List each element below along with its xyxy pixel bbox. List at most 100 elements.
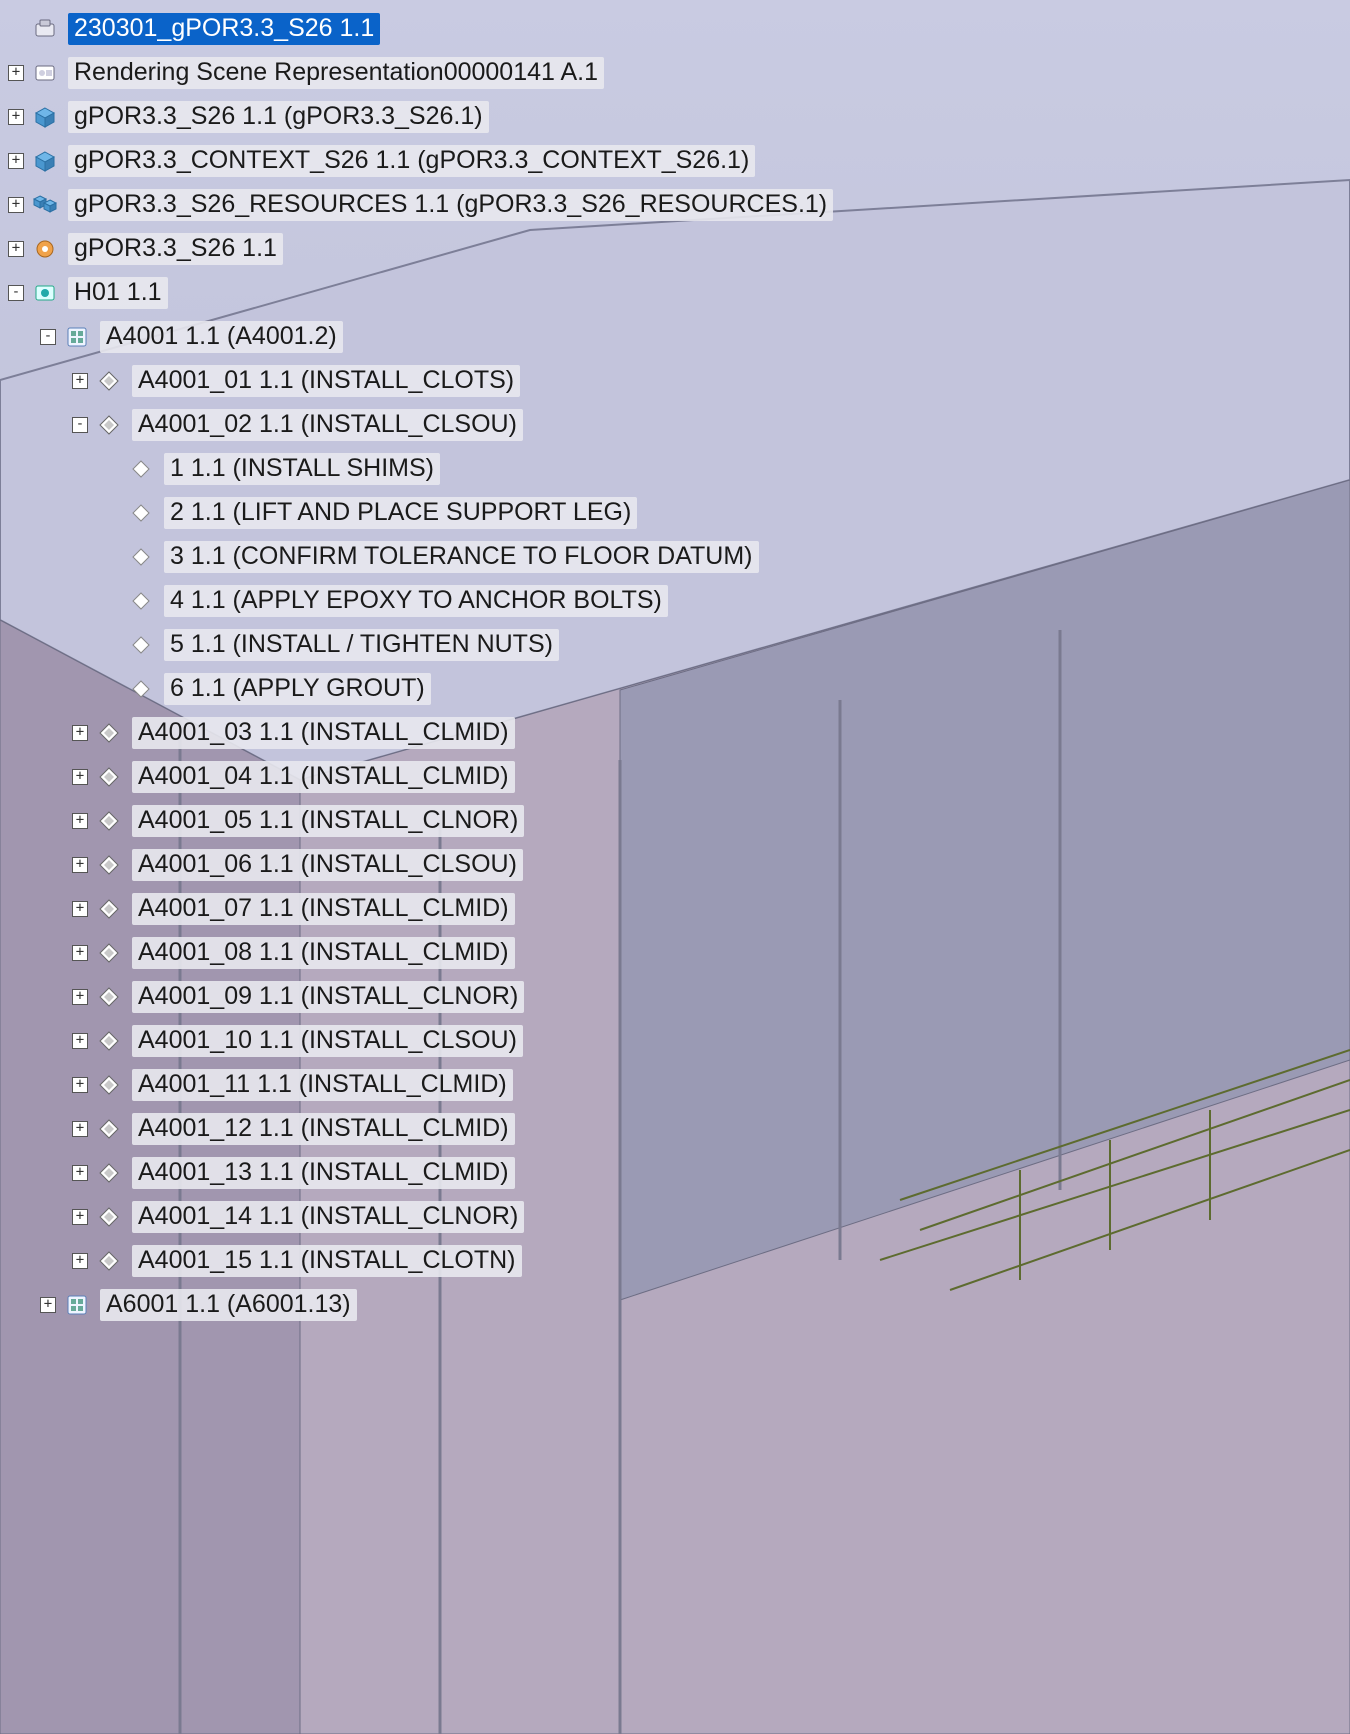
node-a4001-11[interactable]: + A4001_11 1.1 (INSTALL_CLMID) — [8, 1064, 833, 1106]
node-a4001-08[interactable]: + A4001_08 1.1 (INSTALL_CLMID) — [8, 932, 833, 974]
node-step-3[interactable]: 3 1.1 (CONFIRM TOLERANCE TO FLOOR DATUM) — [8, 536, 833, 578]
root-product[interactable]: 230301_gPOR3.3_S26 1.1 — [8, 8, 833, 50]
tree-node-label[interactable]: A4001_08 1.1 (INSTALL_CLMID) — [132, 937, 515, 969]
op-icon — [96, 368, 122, 394]
expand-icon[interactable]: + — [72, 373, 88, 389]
tree-node-label[interactable]: A4001_03 1.1 (INSTALL_CLMID) — [132, 717, 515, 749]
expand-icon[interactable]: + — [72, 945, 88, 961]
node-a4001-14[interactable]: + A4001_14 1.1 (INSTALL_CLNOR) — [8, 1196, 833, 1238]
collapse-icon[interactable]: - — [72, 417, 88, 433]
node-a4001-10[interactable]: + A4001_10 1.1 (INSTALL_CLSOU) — [8, 1020, 833, 1062]
expand-icon[interactable]: + — [8, 241, 24, 257]
tree-node-label[interactable]: gPOR3.3_S26 1.1 (gPOR3.3_S26.1) — [68, 101, 489, 133]
tree-node-label[interactable]: A4001_07 1.1 (INSTALL_CLMID) — [132, 893, 515, 925]
node-gpor-s26[interactable]: + gPOR3.3_S26 1.1 (gPOR3.3_S26.1) — [8, 96, 833, 138]
node-step-4[interactable]: 4 1.1 (APPLY EPOXY TO ANCHOR BOLTS) — [8, 580, 833, 622]
expand-icon[interactable]: + — [72, 769, 88, 785]
tree-node-label[interactable]: gPOR3.3_CONTEXT_S26 1.1 (gPOR3.3_CONTEXT… — [68, 145, 755, 177]
tree-node-label[interactable]: A6001 1.1 (A6001.13) — [100, 1289, 357, 1321]
node-step-6[interactable]: 6 1.1 (APPLY GROUT) — [8, 668, 833, 710]
node-render-scene[interactable]: + Rendering Scene Representation00000141 … — [8, 52, 833, 94]
expand-icon[interactable]: + — [72, 813, 88, 829]
op-icon — [96, 1116, 122, 1142]
op-icon — [96, 720, 122, 746]
tree-node-label[interactable]: A4001_04 1.1 (INSTALL_CLMID) — [132, 761, 515, 793]
node-a4001-13[interactable]: + A4001_13 1.1 (INSTALL_CLMID) — [8, 1152, 833, 1194]
process-icon — [64, 324, 90, 350]
step-icon — [128, 456, 154, 482]
expand-icon[interactable]: + — [8, 153, 24, 169]
node-gpor-context[interactable]: + gPOR3.3_CONTEXT_S26 1.1 (gPOR3.3_CONTEX… — [8, 140, 833, 182]
tree-node-label[interactable]: A4001 1.1 (A4001.2) — [100, 321, 343, 353]
tree-node-label[interactable]: Rendering Scene Representation00000141 A… — [68, 57, 604, 89]
node-gpor-s26-sys[interactable]: + gPOR3.3_S26 1.1 — [8, 228, 833, 270]
node-a6001[interactable]: + A6001 1.1 (A6001.13) — [8, 1284, 833, 1326]
expand-icon[interactable]: + — [72, 1209, 88, 1225]
expand-icon[interactable]: + — [72, 1077, 88, 1093]
node-a4001[interactable]: - A4001 1.1 (A4001.2) — [8, 316, 833, 358]
node-a4001-02[interactable]: - A4001_02 1.1 (INSTALL_CLSOU) — [8, 404, 833, 446]
node-a4001-03[interactable]: + A4001_03 1.1 (INSTALL_CLMID) — [8, 712, 833, 754]
tree-node-label[interactable]: gPOR3.3_S26_RESOURCES 1.1 (gPOR3.3_S26_R… — [68, 189, 833, 221]
system-icon — [32, 280, 58, 306]
op-icon — [96, 412, 122, 438]
tree-node-label[interactable]: A4001_02 1.1 (INSTALL_CLSOU) — [132, 409, 523, 441]
expand-icon[interactable]: + — [8, 65, 24, 81]
tree-node-label[interactable]: 2 1.1 (LIFT AND PLACE SUPPORT LEG) — [164, 497, 637, 529]
node-a4001-06[interactable]: + A4001_06 1.1 (INSTALL_CLSOU) — [8, 844, 833, 886]
tree-node-label[interactable]: A4001_12 1.1 (INSTALL_CLMID) — [132, 1113, 515, 1145]
node-step-2[interactable]: 2 1.1 (LIFT AND PLACE SUPPORT LEG) — [8, 492, 833, 534]
expand-icon[interactable]: + — [72, 1033, 88, 1049]
tree-node-label[interactable]: H01 1.1 — [68, 277, 168, 309]
cube-icon — [32, 148, 58, 174]
step-icon — [128, 588, 154, 614]
collapse-icon[interactable]: - — [8, 285, 24, 301]
tree-node-label[interactable]: 3 1.1 (CONFIRM TOLERANCE TO FLOOR DATUM) — [164, 541, 759, 573]
tree-node-label[interactable]: A4001_15 1.1 (INSTALL_CLOTN) — [132, 1245, 522, 1277]
expand-icon[interactable]: + — [72, 1253, 88, 1269]
tree-node-label[interactable]: A4001_14 1.1 (INSTALL_CLNOR) — [132, 1201, 524, 1233]
node-step-1[interactable]: 1 1.1 (INSTALL SHIMS) — [8, 448, 833, 490]
expand-icon[interactable]: + — [72, 1165, 88, 1181]
tree-node-label[interactable]: A4001_09 1.1 (INSTALL_CLNOR) — [132, 981, 524, 1013]
tree-node-label[interactable]: 230301_gPOR3.3_S26 1.1 — [68, 13, 380, 45]
expand-icon[interactable]: + — [72, 725, 88, 741]
node-a4001-04[interactable]: + A4001_04 1.1 (INSTALL_CLMID) — [8, 756, 833, 798]
tree-node-label[interactable]: 4 1.1 (APPLY EPOXY TO ANCHOR BOLTS) — [164, 585, 668, 617]
tree-node-label[interactable]: A4001_11 1.1 (INSTALL_CLMID) — [132, 1069, 513, 1101]
tree-node-label[interactable]: A4001_10 1.1 (INSTALL_CLSOU) — [132, 1025, 523, 1057]
step-icon — [128, 676, 154, 702]
node-a4001-09[interactable]: + A4001_09 1.1 (INSTALL_CLNOR) — [8, 976, 833, 1018]
tree-node-label[interactable]: 5 1.1 (INSTALL / TIGHTEN NUTS) — [164, 629, 559, 661]
node-a4001-15[interactable]: + A4001_15 1.1 (INSTALL_CLOTN) — [8, 1240, 833, 1282]
node-step-5[interactable]: 5 1.1 (INSTALL / TIGHTEN NUTS) — [8, 624, 833, 666]
node-h01[interactable]: - H01 1.1 — [8, 272, 833, 314]
expand-icon[interactable]: + — [72, 857, 88, 873]
expand-icon[interactable]: + — [40, 1297, 56, 1313]
tree-node-label[interactable]: A4001_01 1.1 (INSTALL_CLOTS) — [132, 365, 520, 397]
tree-node-label[interactable]: A4001_06 1.1 (INSTALL_CLSOU) — [132, 849, 523, 881]
node-gpor-resources[interactable]: + gPOR3.3_S26_RESOURCES 1.1 (gPOR3.3_S26_… — [8, 184, 833, 226]
node-a4001-01[interactable]: + A4001_01 1.1 (INSTALL_CLOTS) — [8, 360, 833, 402]
tree-node-label[interactable]: A4001_13 1.1 (INSTALL_CLMID) — [132, 1157, 515, 1189]
node-a4001-07[interactable]: + A4001_07 1.1 (INSTALL_CLMID) — [8, 888, 833, 930]
expand-icon[interactable]: + — [8, 197, 24, 213]
gear-icon — [32, 236, 58, 262]
cube-icon — [32, 104, 58, 130]
op-icon — [96, 940, 122, 966]
node-a4001-12[interactable]: + A4001_12 1.1 (INSTALL_CLMID) — [8, 1108, 833, 1150]
spec-tree[interactable]: 230301_gPOR3.3_S26 1.1 + Rendering Scene R… — [8, 8, 833, 1328]
tree-node-label[interactable]: 6 1.1 (APPLY GROUT) — [164, 673, 431, 705]
op-icon — [96, 896, 122, 922]
tree-node-label[interactable]: A4001_05 1.1 (INSTALL_CLNOR) — [132, 805, 524, 837]
tree-node-label[interactable]: gPOR3.3_S26 1.1 — [68, 233, 283, 265]
node-a4001-05[interactable]: + A4001_05 1.1 (INSTALL_CLNOR) — [8, 800, 833, 842]
op-icon — [96, 1248, 122, 1274]
collapse-icon[interactable]: - — [40, 329, 56, 345]
tree-node-label[interactable]: 1 1.1 (INSTALL SHIMS) — [164, 453, 440, 485]
op-icon — [96, 1160, 122, 1186]
expand-icon[interactable]: + — [72, 1121, 88, 1137]
expand-icon[interactable]: + — [72, 901, 88, 917]
expand-icon[interactable]: + — [72, 989, 88, 1005]
expand-icon[interactable]: + — [8, 109, 24, 125]
